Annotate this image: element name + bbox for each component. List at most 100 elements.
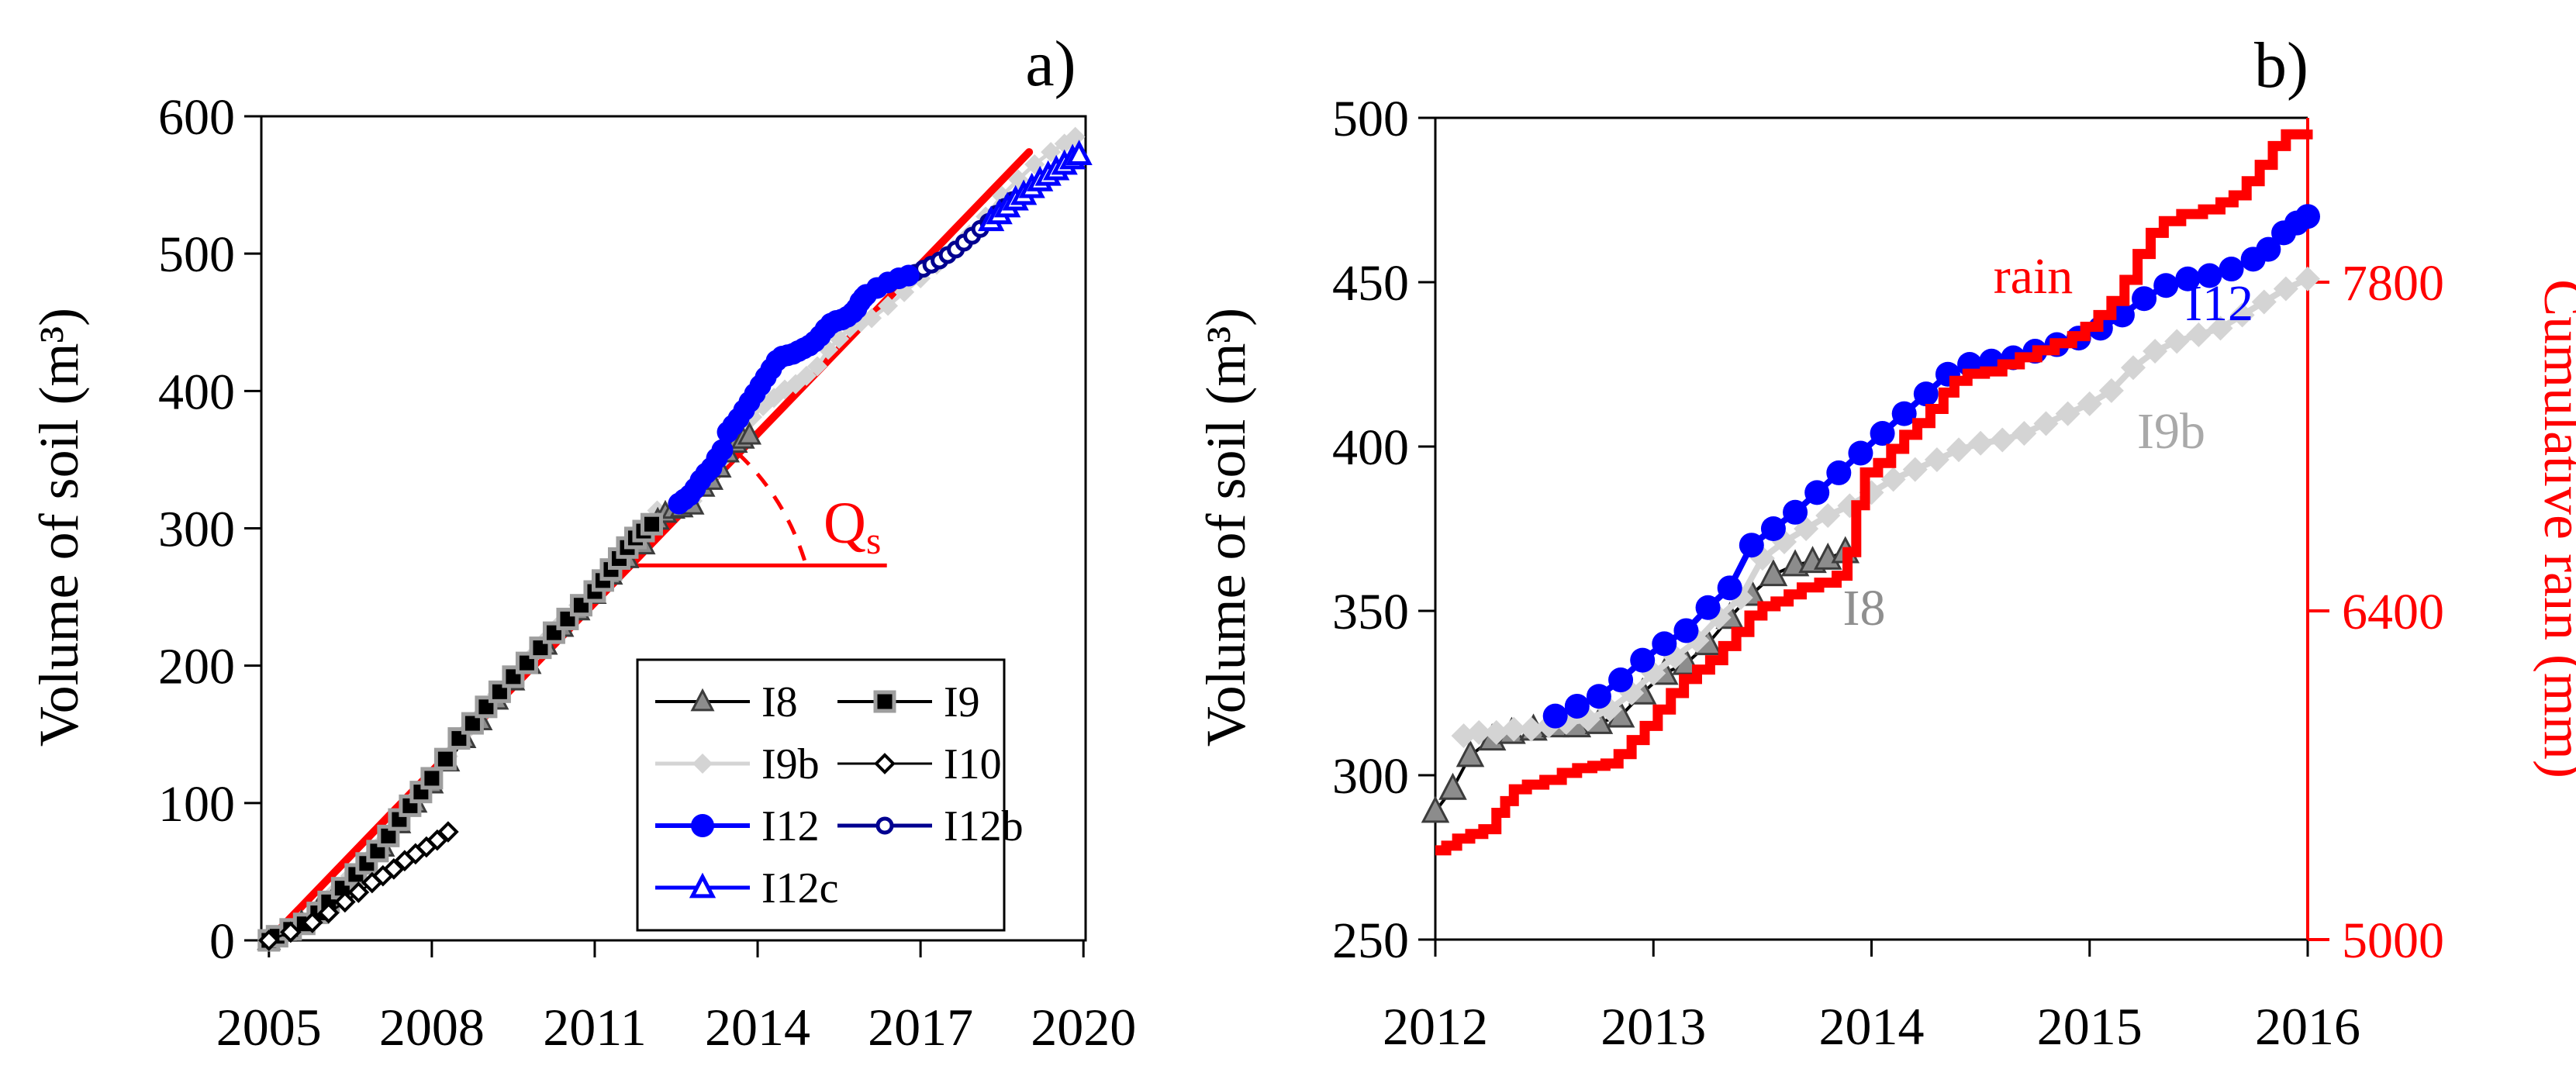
legend-marker-I9b — [692, 754, 713, 774]
series-marker — [1946, 437, 1971, 463]
series-marker — [1652, 631, 1677, 657]
series-marker — [301, 912, 323, 933]
series-marker — [1466, 719, 1492, 745]
legend-label-I12: I12 — [761, 802, 820, 850]
series-I12c-a — [978, 140, 1093, 232]
y-tick-label: 500 — [1332, 91, 1409, 147]
legend-item-I12b: I12b — [837, 802, 1024, 850]
legend-label-I12b: I12b — [944, 802, 1024, 850]
series-marker — [475, 695, 498, 719]
legend-label-I10: I10 — [944, 740, 1002, 788]
series-marker — [1902, 457, 1928, 482]
y-axis-title: Volume of soil (m³) — [28, 308, 90, 747]
legend-item-I9b: I9b — [655, 740, 820, 788]
y2-tick-label: 5000 — [2342, 912, 2444, 969]
legend-item-I10: I10 — [837, 740, 1002, 788]
series-marker — [1880, 467, 1906, 492]
series-marker — [437, 821, 459, 843]
series-marker — [2164, 329, 2190, 354]
panel-b: 2012 2013 2014 2015 2016 250 300 350 400 450 500 50… — [1195, 29, 2576, 1056]
y-tick-label: 600 — [158, 89, 235, 146]
x-tick-label: 2016 — [2255, 997, 2360, 1056]
series-marker — [1913, 381, 1939, 407]
inline-label-I8: I8 — [1843, 580, 1886, 636]
series-marker — [1483, 719, 1509, 745]
y-tick-label: 300 — [158, 502, 235, 558]
series-marker — [334, 891, 356, 913]
qs-label: Qs — [824, 491, 881, 562]
series-marker — [640, 512, 663, 536]
series-marker — [2295, 266, 2320, 291]
series-marker — [2229, 302, 2255, 328]
series-marker — [1518, 716, 1544, 742]
series-marker — [1065, 140, 1093, 166]
x-tick-label: 2013 — [1601, 997, 1706, 1056]
series-I10-a — [257, 821, 459, 951]
series-marker — [1421, 795, 1450, 823]
series-marker — [1826, 460, 1852, 485]
series-marker — [2251, 289, 2277, 315]
series-marker — [1717, 575, 1742, 601]
series-marker — [1804, 480, 1830, 505]
series-marker — [2055, 401, 2080, 426]
series-marker — [807, 356, 828, 377]
y-tick-label: 500 — [158, 226, 235, 283]
y-tick-label: 400 — [158, 364, 235, 420]
series-marker — [1739, 533, 1764, 558]
y-axis-title: Volume of soil (m³) — [1195, 308, 1257, 747]
inline-label-I12: I12 — [2185, 275, 2253, 332]
legend-label-I8: I8 — [761, 678, 798, 726]
series-marker — [2208, 316, 2233, 341]
legend-marker-I12c — [689, 872, 717, 898]
series-marker — [2219, 257, 2244, 282]
legend-marker-I10 — [874, 753, 896, 774]
x-tick-label: 2020 — [1031, 998, 1136, 1057]
series-marker — [2033, 411, 2059, 436]
x-tick-label: 2008 — [379, 998, 485, 1057]
series-marker — [279, 921, 302, 943]
series-marker — [1438, 772, 1467, 800]
series-marker — [1455, 740, 1485, 767]
plot-frame — [1423, 116, 2308, 941]
y-tick-label: 300 — [1332, 748, 1409, 805]
series-marker — [878, 295, 899, 316]
x-tick-label: 2015 — [2037, 997, 2143, 1056]
series-marker — [420, 767, 444, 790]
inline-label-rain: rain — [1994, 248, 2074, 305]
y-tick-label: 0 — [209, 913, 235, 970]
panel-a: 2005 2008 2011 2014 2017 2020 0 100 200 300 400 500… — [28, 28, 1136, 1057]
series-marker — [2011, 421, 2037, 447]
legend-item-I12: I12 — [655, 802, 820, 850]
legend-marker-I12 — [691, 814, 714, 837]
series-marker — [897, 264, 920, 287]
series-marker — [488, 680, 511, 703]
series-I9b-b — [1451, 266, 2320, 749]
series-marker — [2077, 391, 2102, 416]
series-marker — [2186, 322, 2212, 347]
series-marker — [2098, 378, 2124, 403]
series-marker — [1759, 559, 1788, 587]
x-tick-label: 2014 — [1819, 997, 1925, 1056]
series-marker — [1924, 447, 1949, 472]
series-marker — [1630, 647, 1656, 673]
series-marker — [775, 379, 796, 400]
series-marker — [2143, 339, 2168, 364]
series-marker — [1968, 430, 1994, 456]
series-marker — [2273, 276, 2298, 302]
series-marker — [1065, 126, 1086, 147]
series-marker — [1695, 595, 1721, 620]
series-marker — [529, 636, 552, 660]
series-I12-a — [668, 264, 920, 515]
series-marker — [318, 902, 340, 924]
series-marker — [796, 365, 817, 386]
series-marker — [1608, 667, 1634, 693]
x-tick-label: 2014 — [705, 998, 810, 1057]
series-marker — [2256, 236, 2281, 262]
legend-item-I9: I9 — [837, 678, 980, 726]
series-marker — [1990, 427, 2015, 453]
series-marker — [1815, 503, 1841, 529]
series-marker — [1848, 440, 1873, 466]
y-tick-label: 200 — [158, 639, 235, 695]
qs-angle-arc — [737, 452, 807, 562]
